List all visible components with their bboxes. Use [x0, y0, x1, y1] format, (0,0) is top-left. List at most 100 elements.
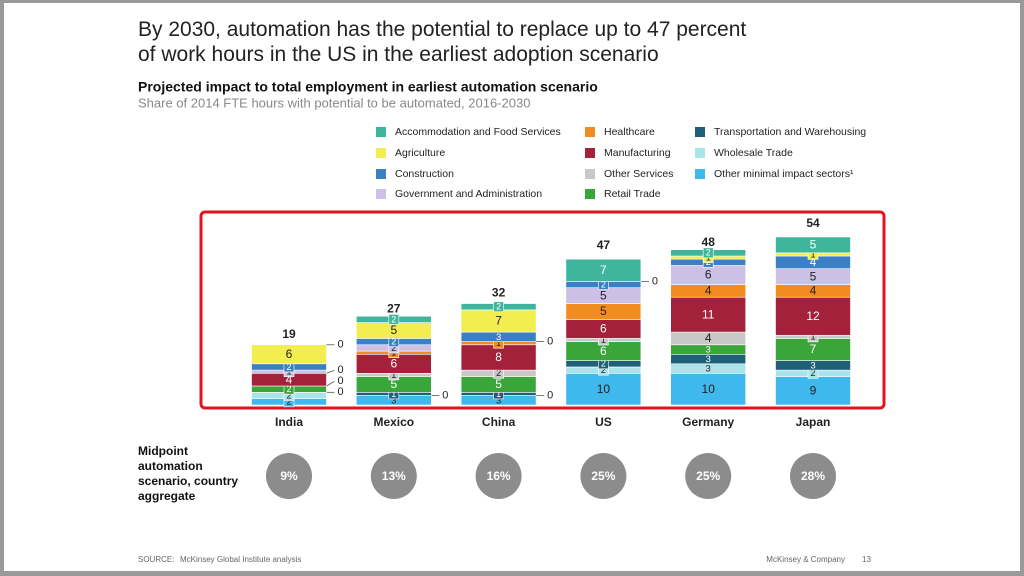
legend-swatch — [585, 127, 595, 137]
legend-swatch — [695, 169, 705, 179]
x-tick-label: US — [595, 415, 612, 429]
legend-label: Wholesale Trade — [714, 147, 793, 159]
legend-label: Transportation and Warehousing — [714, 126, 866, 138]
value-label: 0 — [547, 389, 553, 401]
value-label: 6 — [600, 344, 607, 358]
value-label: 2 — [391, 343, 396, 353]
value-label: 2 — [601, 279, 606, 289]
legend-swatch — [585, 148, 595, 158]
company: McKinsey & Company — [766, 555, 845, 564]
value-label: 2 — [496, 302, 501, 312]
value-label: 3 — [706, 354, 711, 365]
value-label: 11 — [702, 307, 715, 321]
chart-title: Projected impact to total employment in … — [138, 79, 598, 95]
legend-swatch — [585, 189, 595, 199]
value-label: 4 — [705, 284, 712, 298]
value-label: 1 — [810, 249, 815, 259]
x-tick-label: China — [482, 415, 516, 429]
value-label: 7 — [600, 263, 607, 277]
midpoint-label: 9% — [280, 469, 298, 483]
x-tick-label: India — [275, 415, 303, 429]
value-label: 3 — [496, 332, 501, 343]
value-label: 2 — [496, 368, 501, 378]
value-label: 3 — [706, 345, 711, 356]
value-label: 5 — [810, 269, 817, 283]
value-label: 3 — [496, 395, 501, 406]
total-label: 47 — [597, 238, 611, 252]
value-label: 9 — [810, 383, 817, 397]
value-label: 2 — [286, 384, 291, 394]
value-label: 2 — [286, 362, 291, 372]
value-label: 0 — [338, 375, 344, 387]
value-label: 4 — [705, 331, 712, 345]
total-label: 32 — [492, 286, 506, 300]
midpoint-circle — [266, 453, 312, 499]
value-label: 2 — [810, 368, 815, 378]
leader-line — [326, 380, 335, 387]
value-label: 0 — [338, 386, 344, 398]
value-label: 0 — [338, 364, 344, 376]
highlight-box — [199, 210, 886, 410]
value-label: 5 — [810, 238, 817, 252]
midpoint-circle — [580, 453, 627, 499]
value-label: 2 — [706, 248, 711, 258]
value-label: 2 — [286, 390, 291, 400]
total-label: 54 — [806, 216, 820, 230]
value-label: 0 — [652, 275, 658, 287]
value-label: 2 — [601, 365, 606, 375]
midpoint-label: 13% — [382, 469, 406, 483]
value-label: 2 — [391, 336, 396, 346]
value-label: 3 — [810, 360, 815, 371]
value-label: 5 — [390, 323, 397, 337]
value-label: 1 — [601, 335, 606, 345]
value-label: 5 — [495, 377, 502, 391]
midpoint-circle — [790, 453, 836, 499]
bar-segment — [775, 376, 851, 406]
label-box — [388, 314, 400, 325]
value-label: 6 — [390, 356, 397, 370]
value-label: 5 — [600, 288, 607, 302]
legend-label: Government and Administration — [395, 188, 542, 200]
value-label: 4 — [286, 372, 293, 386]
slide-title: By 2030, automation has the potential to… — [138, 18, 746, 66]
legend-label: Accommodation and Food Services — [395, 126, 561, 138]
total-label: 19 — [282, 327, 296, 341]
value-label: 2 — [601, 359, 606, 369]
midpoint-label: 28% — [801, 469, 825, 483]
label-box — [702, 247, 714, 259]
bar-segment — [565, 258, 642, 282]
legend-swatch — [695, 148, 705, 158]
legend-label: Healthcare — [604, 126, 655, 138]
x-tick-label: Mexico — [373, 415, 414, 429]
value-label: 7 — [810, 342, 817, 356]
source: McKinsey Global Institute analysis — [180, 555, 301, 564]
legend-label: Agriculture — [395, 147, 445, 159]
value-label: 4 — [810, 255, 817, 269]
value-label: 0 — [338, 339, 344, 351]
midpoint-circle — [370, 453, 417, 499]
bar-segment — [775, 236, 851, 254]
legend-swatch — [376, 148, 386, 158]
value-label: 12 — [806, 309, 820, 323]
page-number: 13 — [862, 555, 871, 564]
total-label: 48 — [702, 235, 716, 249]
legend-label: Manufacturing — [604, 147, 671, 159]
legend-label: Construction — [395, 168, 454, 180]
legend-label: Other Services — [604, 168, 673, 180]
value-label: 6 — [286, 347, 293, 361]
leader-line — [326, 369, 335, 374]
label-box — [493, 301, 504, 313]
value-label: 7 — [495, 314, 502, 328]
legend-swatch — [695, 127, 705, 137]
value-label: 4 — [810, 284, 817, 298]
source-label: SOURCE: — [138, 555, 174, 564]
midpoint-label: 25% — [591, 469, 615, 483]
midpoint-circle — [475, 453, 522, 499]
bar-segment — [460, 344, 537, 371]
value-label: 2 — [286, 397, 291, 407]
value-label: 5 — [600, 304, 607, 318]
value-label: 10 — [702, 382, 716, 396]
value-label: 6 — [705, 268, 712, 282]
